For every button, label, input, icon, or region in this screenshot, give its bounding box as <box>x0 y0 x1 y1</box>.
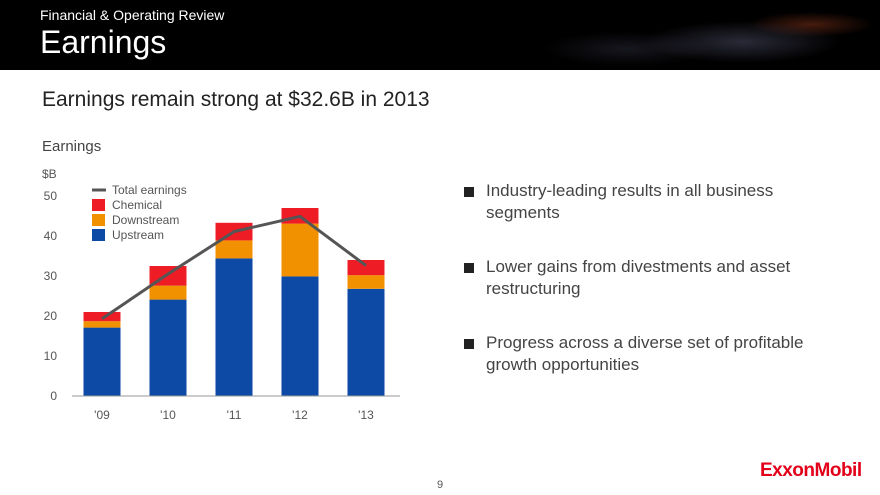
bar-segment-upstream <box>347 288 385 396</box>
bar-segment-chemical <box>83 312 121 322</box>
y-axis-label: $B <box>42 167 57 181</box>
bars <box>83 208 385 396</box>
bar-segment-upstream <box>281 276 319 396</box>
legend-swatch-downstream <box>92 214 105 226</box>
x-tick-label: '09 <box>94 408 110 422</box>
bullet-item: Industry-leading results in all business… <box>464 180 844 224</box>
x-tick-label: '13 <box>358 408 374 422</box>
bar-segment-downstream <box>215 240 253 259</box>
header-decoration <box>420 0 880 70</box>
bullet-square-icon <box>464 263 474 273</box>
y-tick-label: 50 <box>44 189 58 203</box>
x-tick-label: '11 <box>227 408 242 422</box>
header-banner: Financial & Operating Review Earnings <box>0 0 880 70</box>
legend-swatch-chemical <box>92 199 105 211</box>
x-tick-label: '12 <box>292 408 308 422</box>
headline: Earnings remain strong at $32.6B in 2013 <box>42 88 430 111</box>
bullet-square-icon <box>464 339 474 349</box>
bar-segment-downstream <box>281 223 319 277</box>
bullet-item: Progress across a diverse set of profita… <box>464 332 844 376</box>
section-label: Financial & Operating Review <box>40 7 225 23</box>
y-tick-label: 30 <box>44 269 58 283</box>
y-tick-label: 0 <box>50 389 57 403</box>
total-earnings-line <box>101 214 367 321</box>
total-line <box>101 214 367 321</box>
bar-segment-upstream <box>215 258 253 396</box>
x-axis: '09 '10 '11 '12 '13 <box>72 395 400 422</box>
chart-title: Earnings <box>42 138 102 155</box>
y-tick-label: 40 <box>44 229 58 243</box>
bullet-square-icon <box>464 187 474 197</box>
exxonmobil-logo: ExxonMobil <box>760 460 862 481</box>
bar-segment-upstream <box>149 299 187 396</box>
legend-swatch-upstream <box>92 229 105 241</box>
bullet-item: Lower gains from divestments and asset r… <box>464 256 844 300</box>
page-title: Earnings <box>40 24 167 60</box>
y-tick-label: 20 <box>44 309 58 323</box>
legend-label: Upstream <box>112 228 164 242</box>
legend-label: Downstream <box>112 213 179 227</box>
bar-segment-downstream <box>347 275 385 289</box>
y-axis: 0 10 20 30 40 50 <box>44 189 58 403</box>
page-number: 9 <box>436 479 444 491</box>
bullet-list: Industry-leading results in all business… <box>464 180 844 408</box>
x-tick-label: '10 <box>160 408 176 422</box>
bar-segment-upstream <box>83 327 121 396</box>
bar-segment-downstream <box>149 285 187 300</box>
bar-segment-downstream <box>83 321 121 328</box>
legend-label: Chemical <box>112 198 162 212</box>
y-tick-label: 10 <box>44 349 58 363</box>
legend-label: Total earnings <box>112 183 187 197</box>
bar-segment-chemical <box>347 260 385 276</box>
